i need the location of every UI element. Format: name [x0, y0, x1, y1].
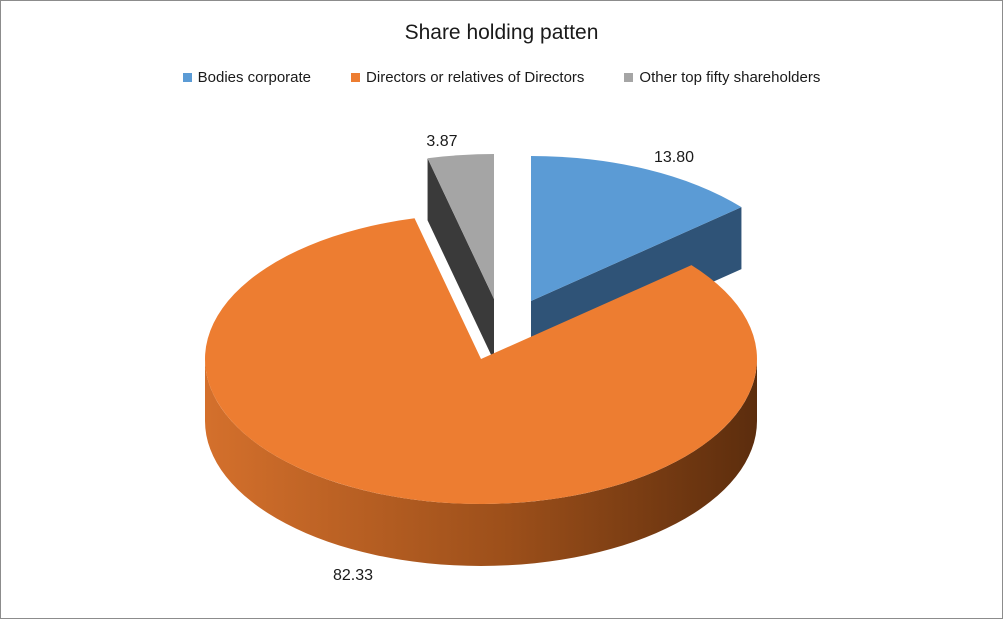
legend-swatch	[182, 73, 192, 82]
data-label-bodies-corporate: 13.80	[654, 149, 694, 166]
legend: Bodies corporate Directors or relatives …	[1, 69, 1002, 86]
legend-label: Directors or relatives of Directors	[366, 69, 585, 86]
legend-entry-other-top-fifty: Other top fifty shareholders	[624, 69, 820, 86]
legend-entry-bodies-corporate: Bodies corporate	[182, 69, 312, 86]
pie-slices	[205, 154, 757, 566]
legend-label: Bodies corporate	[197, 69, 312, 86]
slice-top	[205, 218, 757, 505]
legend-label: Other top fifty shareholders	[639, 69, 821, 86]
data-label-other-top-fifty: 3.87	[426, 133, 457, 150]
slice-outer-wall	[205, 359, 757, 566]
chart-title: Share holding patten	[404, 21, 599, 44]
slice-top	[531, 156, 742, 301]
legend-swatch	[624, 73, 634, 82]
pie-slice-other-top-fifty	[427, 154, 494, 361]
data-label-directors: 82.33	[333, 567, 373, 584]
legend-swatch	[351, 73, 361, 82]
slice-top	[427, 154, 494, 299]
legend-entry-directors: Directors or relatives of Directors	[351, 69, 584, 86]
pie-slice-directors	[205, 218, 757, 566]
slice-side-wall	[427, 158, 494, 361]
